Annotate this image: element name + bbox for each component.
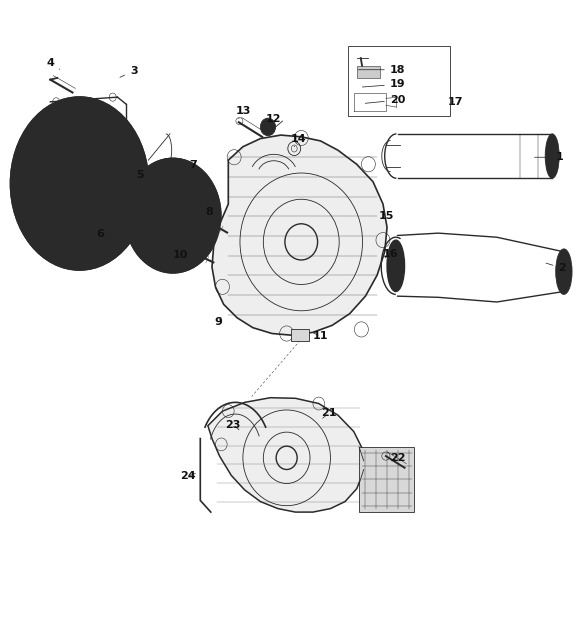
Ellipse shape xyxy=(545,134,559,178)
Text: 7: 7 xyxy=(190,161,197,171)
Ellipse shape xyxy=(125,158,221,273)
Text: 12: 12 xyxy=(266,114,281,124)
Polygon shape xyxy=(208,398,364,512)
Text: 1: 1 xyxy=(535,152,564,163)
Text: 3: 3 xyxy=(120,66,137,77)
Text: 2: 2 xyxy=(546,263,566,273)
Bar xyxy=(291,329,309,341)
Text: 20: 20 xyxy=(365,95,405,105)
Ellipse shape xyxy=(387,240,405,292)
Text: 14: 14 xyxy=(291,133,306,146)
Ellipse shape xyxy=(556,249,572,294)
Text: 6: 6 xyxy=(96,229,109,239)
Text: 24: 24 xyxy=(180,472,195,481)
Text: 15: 15 xyxy=(378,211,394,221)
Text: 5: 5 xyxy=(136,170,143,180)
Ellipse shape xyxy=(260,118,276,136)
Bar xyxy=(359,447,415,512)
Text: 17: 17 xyxy=(448,97,464,107)
Text: 13: 13 xyxy=(235,106,250,119)
Text: 21: 21 xyxy=(322,408,337,418)
Polygon shape xyxy=(212,135,387,335)
Text: 8: 8 xyxy=(206,207,214,217)
Text: 18: 18 xyxy=(358,65,405,75)
Text: 23: 23 xyxy=(225,420,240,430)
Ellipse shape xyxy=(11,97,149,270)
Text: 10: 10 xyxy=(173,250,188,260)
Text: 4: 4 xyxy=(46,57,60,69)
Text: 11: 11 xyxy=(312,331,328,341)
Text: 19: 19 xyxy=(362,79,405,90)
Text: 22: 22 xyxy=(390,454,405,464)
Text: 16: 16 xyxy=(383,249,398,259)
Text: 9: 9 xyxy=(215,317,222,327)
Bar xyxy=(348,46,450,116)
Bar xyxy=(357,66,380,78)
